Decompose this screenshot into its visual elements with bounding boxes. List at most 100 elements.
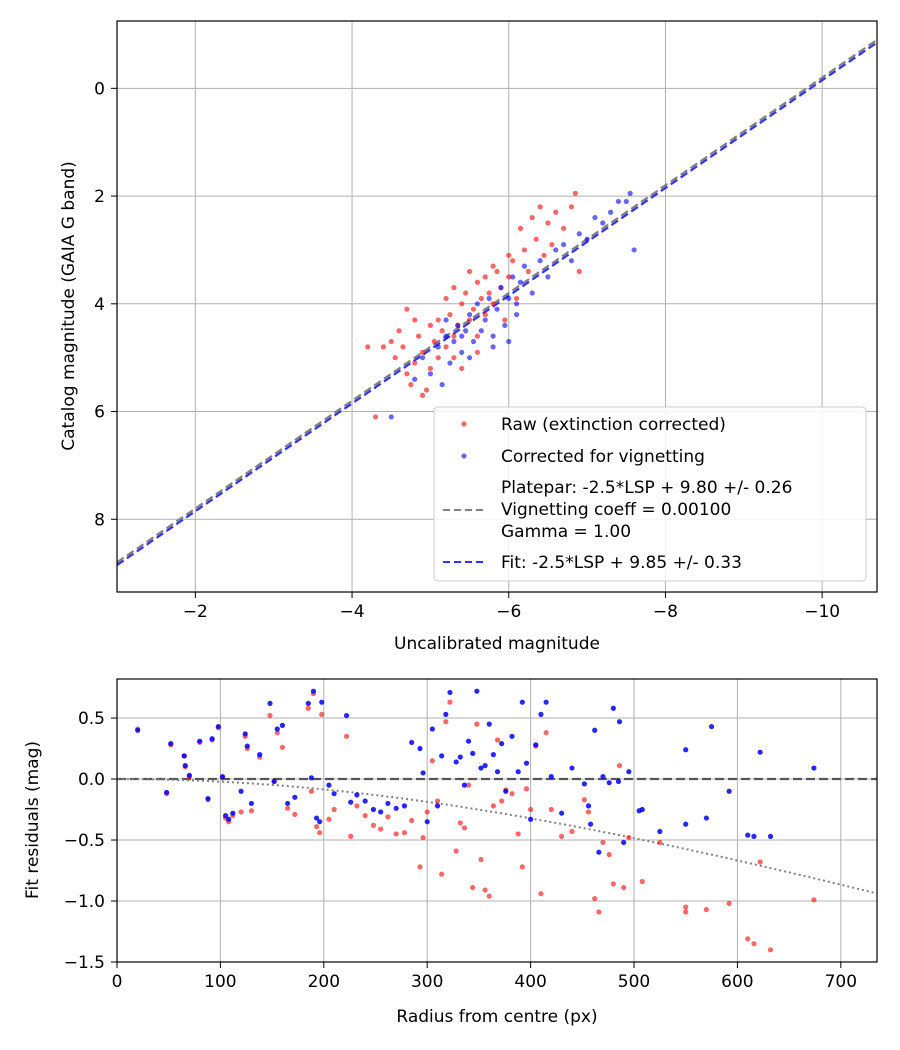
bottom-corrected-residual-point [600,773,606,780]
top-raw-point [396,328,402,334]
legend-corrected-label: Corrected for vignetting [501,447,705,467]
bottom-raw-residual-point [683,904,689,910]
bottom-raw-residual-point [482,887,488,893]
legend-platepar-line3: Gamma = 1.00 [501,522,631,542]
bottom-corrected-residual-point [319,699,325,705]
bottom-corrected-residual-point [308,775,314,781]
top-corrected-point [608,209,614,215]
bottom-raw-residual-point [285,805,291,811]
top-corrected-point [506,338,512,345]
bottom-raw-residual-point [443,719,449,725]
bottom-corrected-residual-point [424,819,430,825]
bottom-corrected-residual-point [543,699,549,705]
bottom-corrected-residual-point [348,799,354,805]
bottom-points [135,688,817,953]
top-raw-point [419,349,426,355]
bottom-raw-residual-point [657,839,663,846]
top-legend: Raw (extinction corrected) Corrected for… [433,406,867,582]
top-corrected-point [513,301,520,307]
top-raw-point [365,344,371,350]
bottom-raw-residual-point [420,834,426,841]
top-raw-point [553,209,559,215]
bottom-corrected-residual-point [181,753,187,759]
top-corrected-point [459,349,465,355]
bottom-raw-residual-point [461,825,468,831]
bottom-corrected-residual-point [453,759,459,765]
bottom-raw-residual-point [626,834,632,841]
bottom-corrected-residual-point [238,788,244,794]
bottom-raw-residual-point [470,884,476,891]
bottom-raw-residual-point [494,737,501,743]
bottom-corrected-residual-point [528,816,534,822]
top-corrected-point [451,338,457,345]
top-corrected-point [568,258,575,264]
top-raw-point [502,317,508,323]
bottom-corrected-residual-point [135,727,141,733]
bottom-raw-residual-point [292,811,298,818]
top-corrected-point [517,279,524,285]
bottom-corrected-residual-point [457,754,463,760]
bottom-raw-residual-point [348,833,354,839]
bottom-corrected-residual-point [515,769,521,775]
top-raw-point [510,258,516,264]
top-corrected-point [466,311,473,318]
bottom-raw-residual-point [279,744,286,750]
top-raw-point [412,360,418,366]
bottom-corrected-residual-point [257,752,263,758]
bottom-corrected-residual-point [621,839,627,846]
bottom-corrected-residual-point [474,688,480,694]
bottom-corrected-residual-point [447,689,453,696]
bottom-corrected-residual-point [186,772,192,778]
top-corrected-point [537,258,543,264]
bottom-x-tick-label: 300 [411,972,443,992]
bottom-grid [116,679,877,963]
bottom-raw-residual-point [343,733,350,739]
top-fit-line [117,41,877,566]
top-raw-point [423,387,430,393]
bottom-corrected-residual-point [726,788,732,794]
top-raw-point [451,285,457,291]
bottom-raw-residual-point [751,941,757,947]
bottom-raw-residual-point [447,699,453,705]
bottom-corrected-residual-point [285,800,291,807]
bottom-raw-residual-point [757,859,763,865]
bottom-raw-residual-point [486,893,492,899]
bottom-y-tick-label: −0.5 [64,831,105,851]
top-raw-point [474,279,481,285]
bottom-plot-frame [116,678,878,963]
top-raw-point [490,263,496,269]
top-raw-point [431,338,437,345]
bottom-corrected-residual-point [811,765,817,771]
bottom-raw-residual-point [267,712,273,719]
bottom-y-axis-label: Fit residuals (mag) [23,741,43,899]
top-fit-lines [117,38,877,566]
bottom-raw-residual-point [417,864,423,870]
top-x-tick-label: −2 [183,602,208,622]
top-corrected-point [502,322,508,328]
top-raw-point [392,355,398,361]
top-corrected-point [600,220,606,226]
bottom-raw-residual-point [457,820,463,826]
bottom-x-tick-label: 0 [112,972,123,992]
bottom-corrected-residual-point [219,773,226,780]
bottom-corrected-residual-point [434,803,441,809]
top-raw-point [513,295,520,302]
top-corrected-point [510,274,516,280]
top-corrected-point [427,371,434,377]
bottom-raw-residual-point [596,909,602,915]
top-raw-point [490,301,496,307]
bottom-corrected-residual-point [569,765,575,771]
bottom-raw-residual-point [811,897,817,903]
bottom-raw-residual-point [317,830,323,836]
top-raw-point [506,274,512,280]
top-raw-point [478,295,484,302]
bottom-raw-residual-point [478,856,484,863]
bottom-corrected-residual-point [417,745,423,752]
bottom-corrected-residual-point [486,721,492,727]
top-y-tick-label: 8 [94,510,105,530]
bottom-raw-residual-point [639,878,645,885]
bottom-corrected-residual-point [326,782,332,788]
top-raw-point [494,268,500,275]
top-raw-point [529,215,535,221]
